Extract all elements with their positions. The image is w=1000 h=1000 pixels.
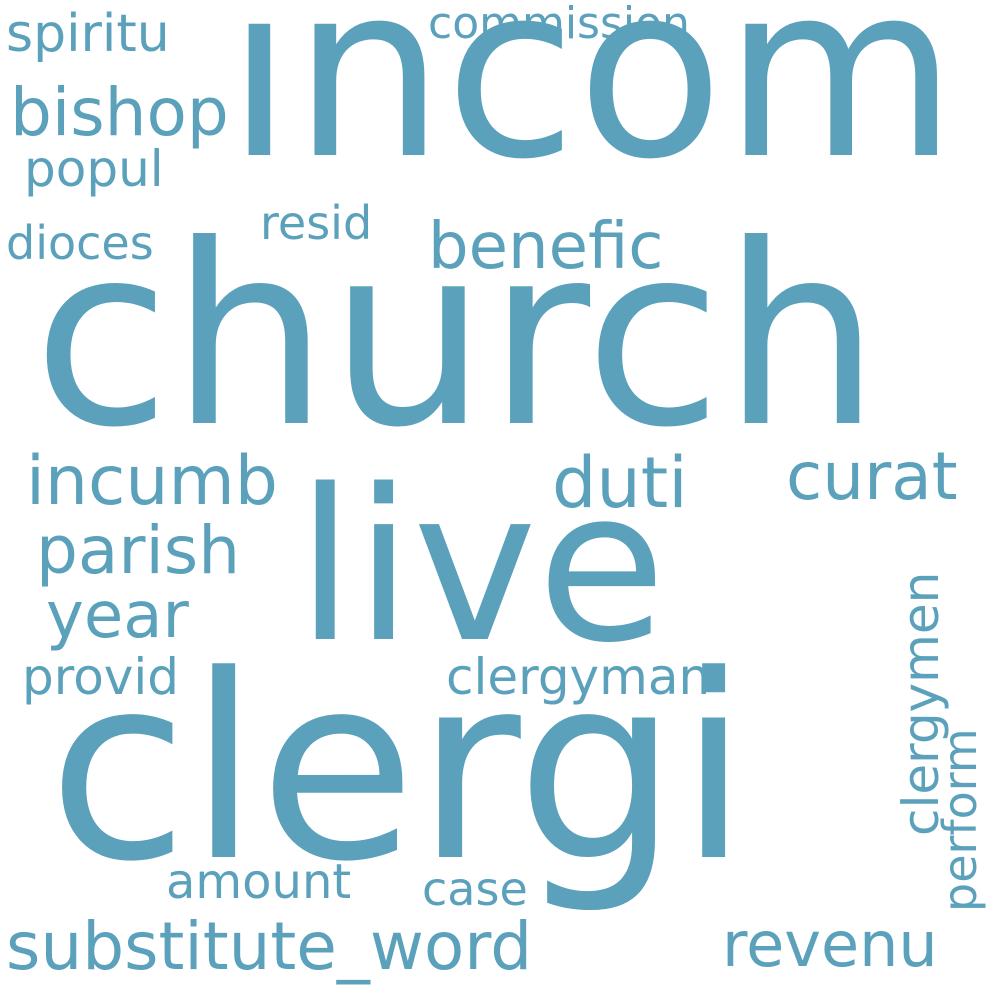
- word-duti: duti: [552, 442, 688, 524]
- word-benefic: benefic: [428, 210, 664, 284]
- word-live: live: [296, 444, 667, 689]
- word-incom: incom: [226, 0, 958, 212]
- word-bishop: bishop: [10, 74, 229, 151]
- word-church: church: [33, 191, 881, 482]
- word-case: case: [422, 862, 528, 916]
- word-spiritu: spiritu: [6, 4, 170, 64]
- word-parish: parish: [36, 512, 241, 589]
- word-clergi: clergi: [48, 621, 750, 918]
- word-popul: popul: [24, 140, 164, 198]
- word-resid: resid: [260, 196, 373, 250]
- word-perform: perform: [933, 728, 987, 912]
- word-clergyman: clergyman: [446, 648, 711, 706]
- word-year: year: [46, 579, 189, 653]
- word-amount: amount: [166, 854, 352, 910]
- word-curat: curat: [786, 438, 958, 515]
- word-dioces: dioces: [6, 216, 154, 270]
- word-incumb: incumb: [26, 442, 278, 521]
- word-commission: commission: [428, 0, 690, 49]
- word-revenu: revenu: [722, 908, 938, 981]
- word-substitute-word: substitute_word: [6, 908, 533, 985]
- word-provid: provid: [22, 648, 180, 706]
